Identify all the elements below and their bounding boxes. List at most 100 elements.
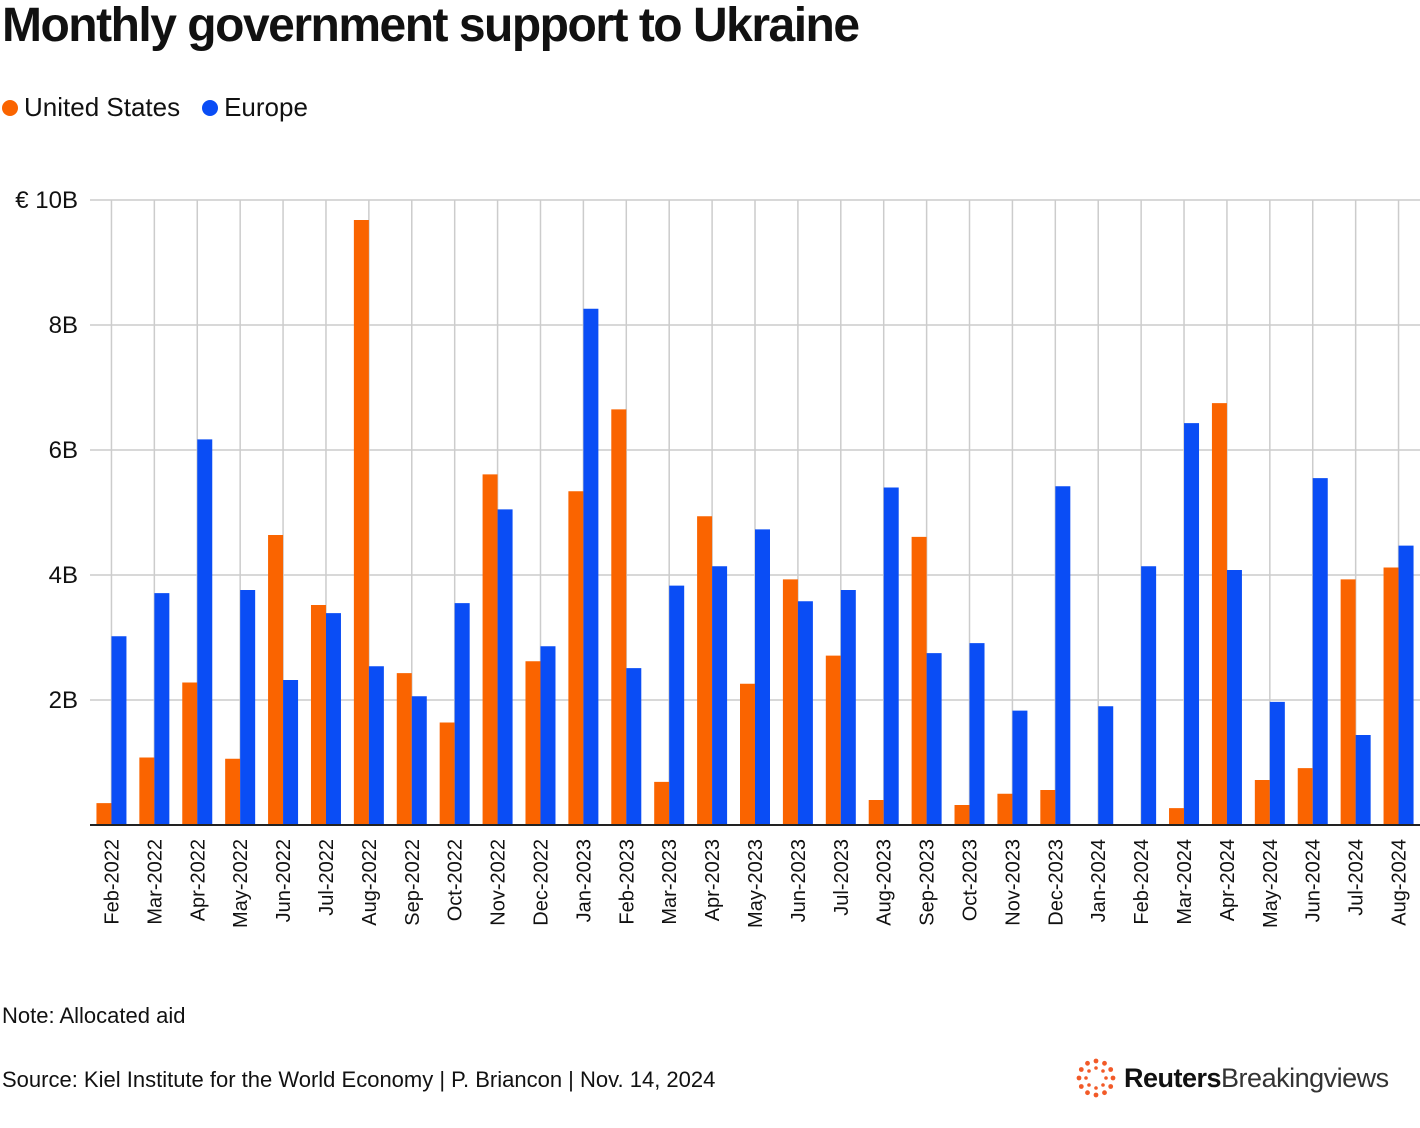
legend-item-us: United States [2, 92, 180, 123]
bar-us-apr-2024 [1211, 403, 1227, 825]
bar-eu-mar-2022 [154, 593, 170, 825]
bar-us-mar-2023 [654, 781, 670, 825]
x-tick-label: Mar-2023 [659, 839, 681, 925]
bar-us-feb-2023 [611, 409, 627, 825]
x-tick-label: Aug-2022 [359, 839, 381, 926]
bar-us-jul-2023 [825, 655, 841, 825]
x-tick-label: Sep-2023 [917, 839, 939, 926]
x-tick-label: Jul-2023 [831, 839, 853, 916]
note-text: Note: Allocated aid [2, 1003, 186, 1028]
legend-swatch-eu [202, 99, 219, 116]
bar-us-jan-2023 [568, 491, 584, 825]
bar-eu-apr-2024 [1226, 570, 1242, 825]
bar-us-jun-2024 [1297, 768, 1313, 825]
bar-us-mar-2022 [139, 757, 155, 825]
x-tick-label: Jun-2022 [273, 839, 295, 922]
x-tick-label: Jan-2024 [1088, 839, 1110, 922]
bar-us-may-2022 [225, 758, 241, 825]
bar-eu-sep-2023 [926, 653, 942, 825]
x-tick-label: Aug-2024 [1389, 839, 1411, 926]
bar-eu-jan-2023 [583, 308, 599, 825]
bar-us-aug-2022 [353, 220, 369, 825]
bar-us-oct-2022 [439, 722, 455, 825]
bar-us-apr-2023 [697, 516, 713, 825]
bar-us-jul-2022 [310, 605, 326, 825]
y-tick-label: 2B [49, 687, 78, 714]
bar-us-sep-2022 [396, 673, 412, 825]
y-tick-label: € 10B [15, 187, 78, 214]
bar-us-apr-2022 [182, 682, 198, 825]
bar-chart: € 10B 8B 6B 4B 2B Feb-2022 Mar-2022 Apr-2022 May… [15, 187, 1420, 928]
legend-label-eu: Europe [224, 92, 308, 122]
x-tick-label: Dec-2022 [530, 839, 552, 926]
x-tick-label: Jul-2024 [1346, 839, 1368, 916]
brand-light: Breakingviews [1221, 1062, 1389, 1093]
x-tick-label: May-2024 [1260, 839, 1282, 928]
bar-us-dec-2022 [525, 661, 541, 825]
bar-eu-jan-2024 [1098, 706, 1114, 825]
bar-eu-apr-2022 [197, 439, 213, 825]
bar-eu-apr-2023 [712, 566, 728, 825]
legend-swatch-us [2, 99, 18, 116]
bar-eu-jun-2022 [283, 680, 299, 825]
x-tick-label: Mar-2024 [1174, 839, 1196, 925]
x-tick-label: Feb-2023 [616, 839, 638, 925]
bar-us-aug-2023 [868, 800, 884, 825]
bar-eu-feb-2024 [1141, 566, 1157, 825]
bar-eu-jun-2023 [797, 601, 813, 825]
x-tick-label: Nov-2022 [488, 839, 510, 926]
bar-eu-mar-2023 [669, 585, 685, 825]
x-tick-label: Oct-2023 [960, 839, 982, 921]
y-tick-label: 6B [49, 437, 78, 464]
y-tick-label: 8B [49, 312, 78, 339]
bar-eu-jul-2022 [325, 613, 341, 825]
bar-us-jun-2023 [782, 579, 798, 825]
x-tick-label: May-2023 [745, 839, 767, 928]
y-tick-label: 4B [49, 562, 78, 589]
bar-eu-feb-2023 [626, 668, 642, 825]
x-tick-label: Feb-2022 [101, 839, 123, 925]
bar-eu-aug-2022 [368, 666, 384, 825]
bar-eu-may-2023 [755, 529, 770, 825]
x-tick-label: Dec-2023 [1045, 839, 1067, 926]
x-tick-label: Apr-2024 [1217, 839, 1239, 921]
x-tick-label: Jun-2024 [1303, 839, 1325, 922]
legend: United States Europe [2, 92, 308, 123]
bar-us-dec-2023 [1040, 790, 1056, 825]
bar-eu-mar-2024 [1184, 423, 1200, 825]
bar-us-mar-2024 [1169, 808, 1185, 825]
bar-eu-sep-2022 [411, 696, 427, 825]
bar-us-may-2023 [740, 683, 755, 825]
x-tick-label: Jul-2022 [316, 839, 338, 916]
bar-eu-aug-2024 [1398, 545, 1414, 825]
bar-eu-dec-2022 [540, 646, 556, 825]
bar-eu-nov-2023 [1012, 710, 1028, 825]
legend-label-us: United States [24, 92, 181, 122]
bar-us-jul-2024 [1340, 579, 1356, 825]
bar-eu-feb-2022 [111, 636, 127, 825]
reuters-logo-icon [1076, 1058, 1116, 1098]
bar-eu-oct-2023 [969, 643, 985, 825]
x-tick-label: Sep-2022 [402, 839, 424, 926]
x-tick-label: May-2022 [230, 839, 252, 928]
bar-us-feb-2022 [96, 803, 112, 825]
bar-eu-may-2022 [240, 590, 256, 825]
bar-eu-dec-2023 [1055, 486, 1071, 825]
x-tick-label: Jun-2023 [788, 839, 810, 922]
x-tick-label: Apr-2023 [702, 839, 724, 921]
bar-us-nov-2023 [997, 793, 1013, 825]
x-tick-label: Aug-2023 [874, 839, 896, 926]
x-tick-label: Apr-2022 [187, 839, 209, 921]
x-tick-label: Oct-2022 [445, 839, 467, 921]
bar-eu-jul-2024 [1355, 735, 1371, 825]
x-tick-label: Feb-2024 [1131, 839, 1153, 925]
brand-strong: Reuters [1124, 1062, 1222, 1093]
chart-title: Monthly government support to Ukraine [2, 0, 860, 52]
legend-item-eu: Europe [202, 92, 308, 123]
bar-us-may-2024 [1254, 780, 1270, 825]
bar-eu-jun-2024 [1312, 478, 1328, 825]
bar-eu-nov-2022 [497, 509, 513, 825]
bar-us-oct-2023 [954, 805, 970, 825]
x-tick-label: Jan-2023 [573, 839, 595, 922]
bar-eu-aug-2023 [883, 487, 899, 825]
